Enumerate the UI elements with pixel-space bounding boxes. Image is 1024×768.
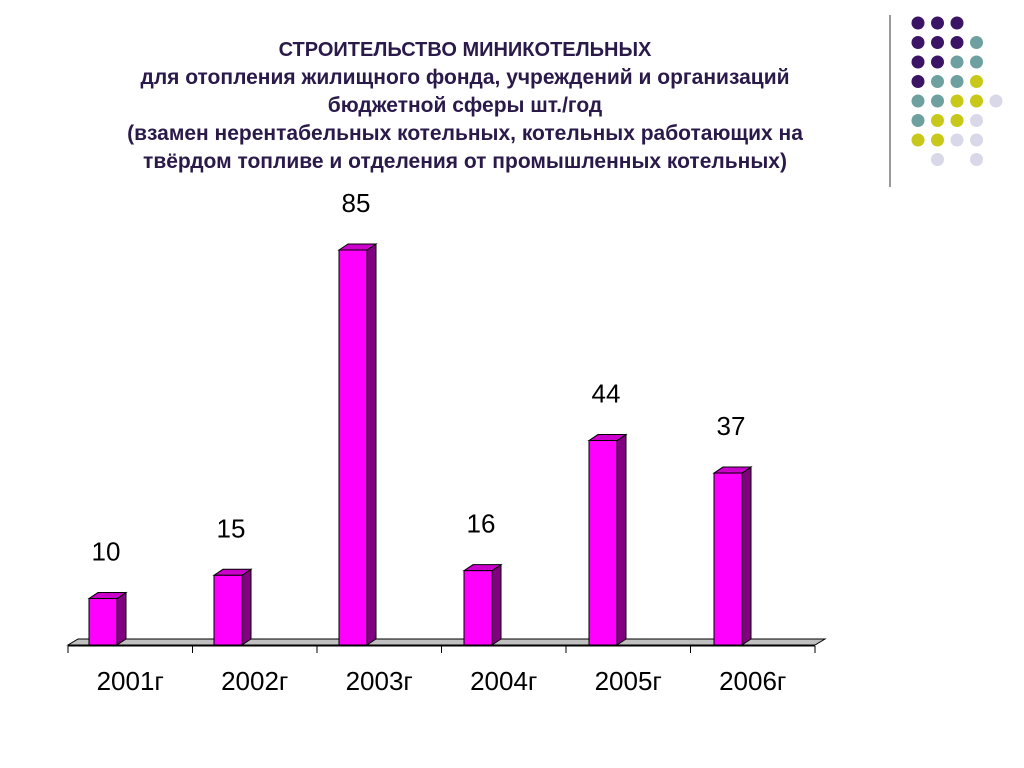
x-tick-label: 2006г — [719, 666, 786, 696]
x-tick-label: 2003г — [346, 666, 413, 696]
bar-side — [366, 243, 377, 646]
bar — [713, 472, 743, 646]
decorative-divider — [889, 15, 891, 187]
chart-subtitle-line-4: твёрдом топливе и отделения от промышлен… — [143, 150, 787, 173]
data-label: 85 — [342, 188, 371, 218]
data-label: 44 — [592, 379, 621, 409]
x-tick-label: 2001г — [97, 666, 164, 696]
bar — [588, 440, 618, 646]
data-label: 16 — [467, 509, 496, 539]
bar-side — [741, 466, 752, 646]
chart-title: СТРОИТЕЛЬСТВО МИНИКОТЕЛЬНЫХ — [278, 39, 652, 61]
bar-side — [116, 591, 127, 646]
chart-subtitle-line-3: (взамен нерентабельных котельных, котель… — [127, 122, 803, 145]
chart-subtitle-line-1: для отопления жилищного фонда, учреждени… — [140, 66, 790, 89]
bar — [338, 249, 368, 646]
bar-side — [491, 563, 502, 646]
bar — [213, 574, 243, 646]
chart-title-block: СТРОИТЕЛЬСТВО МИНИКОТЕЛЬНЫХ для отоплени… — [40, 36, 890, 176]
x-tick-label: 2002г — [221, 666, 288, 696]
x-tick-label: 2004г — [470, 666, 537, 696]
bar-side — [241, 568, 252, 646]
data-label: 15 — [217, 513, 246, 543]
bar-side — [616, 433, 627, 646]
chart-subtitle-line-2: бюджетной сферы шт./год — [327, 94, 603, 117]
chart-floor — [66, 638, 827, 646]
x-tick-label: 2005г — [595, 666, 662, 696]
bar — [463, 570, 493, 646]
data-label: 37 — [717, 411, 746, 441]
bar — [88, 598, 118, 646]
data-label: 10 — [92, 537, 121, 567]
